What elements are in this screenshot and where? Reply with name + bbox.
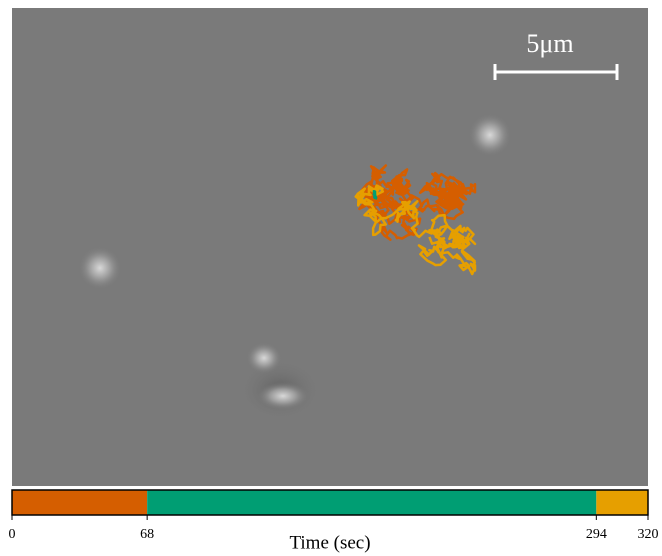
particle [468, 113, 512, 157]
x-axis-label: Time (sec) [289, 532, 370, 553]
time-segment [147, 490, 596, 515]
time-segment [12, 490, 147, 515]
particle [78, 246, 122, 290]
x-tick-label: 320 [638, 527, 659, 542]
x-tick-label: 0 [9, 527, 16, 542]
particle [246, 342, 282, 374]
scale-bar-label: 5μm [526, 29, 573, 58]
particle [257, 382, 309, 410]
x-tick-label: 68 [140, 527, 154, 542]
figure: 5μm 0 68 294 320 Time (sec) [0, 0, 662, 556]
time-segment [596, 490, 648, 515]
microscopy-image: 5μm [12, 8, 648, 486]
image-background [12, 8, 648, 486]
x-tick-label: 294 [586, 527, 607, 542]
